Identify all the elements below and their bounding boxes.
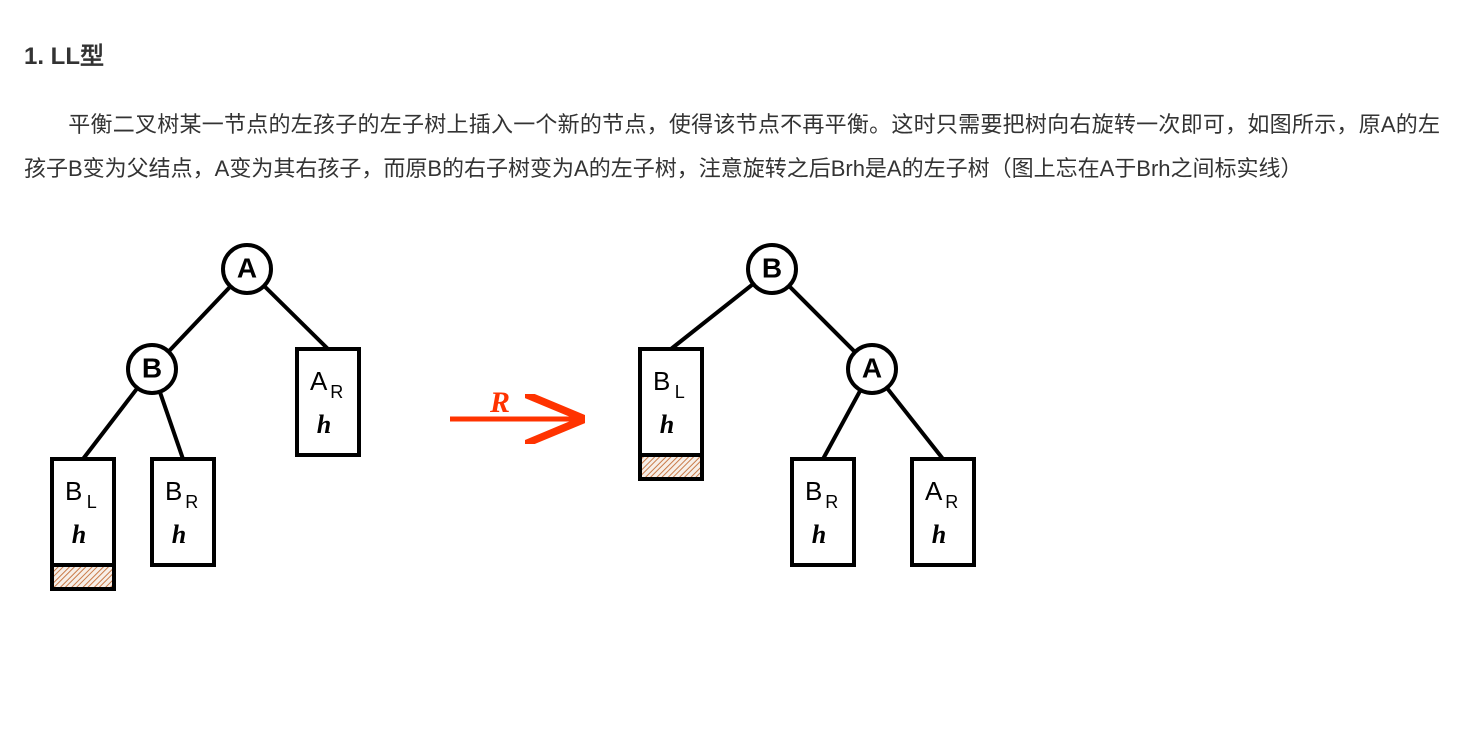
subtree-box-ar: ARh	[912, 459, 974, 565]
paragraph-text: 平衡二叉树某一节点的左孩子的左子树上插入一个新的节点，使得该节点不再平衡。这时只…	[24, 112, 1440, 181]
svg-text:h: h	[812, 520, 826, 549]
section-paragraph: 平衡二叉树某一节点的左孩子的左子树上插入一个新的节点，使得该节点不再平衡。这时只…	[24, 103, 1440, 191]
tree-node-b: B	[748, 245, 796, 293]
svg-text:L: L	[87, 492, 97, 512]
svg-text:A: A	[237, 252, 257, 283]
svg-text:h: h	[172, 520, 186, 549]
subtree-box-br: BRh	[152, 459, 214, 565]
svg-text:B: B	[165, 476, 182, 506]
svg-text:R: R	[945, 492, 958, 512]
svg-text:R: R	[825, 492, 838, 512]
tree-edge	[789, 286, 855, 352]
svg-text:h: h	[72, 520, 86, 549]
svg-text:A: A	[925, 476, 943, 506]
section-heading: 1. LL型	[24, 36, 1440, 71]
rotation-arrow: R	[450, 386, 580, 419]
tree-node-b: B	[128, 345, 176, 393]
tree-edge	[887, 388, 943, 459]
tree-node-a: A	[223, 245, 271, 293]
subtree-box-br: BRh	[792, 459, 854, 565]
ll-rotation-diagram: ABARhBLhBRhBABLhBRhARhR	[32, 219, 1440, 639]
svg-text:B: B	[805, 476, 822, 506]
svg-text:R: R	[330, 382, 343, 402]
svg-text:L: L	[675, 382, 685, 402]
subtree-box-ar: ARh	[297, 349, 359, 455]
tree-edge	[169, 286, 231, 351]
svg-text:B: B	[653, 366, 670, 396]
tree-node-a: A	[848, 345, 896, 393]
svg-text:A: A	[862, 352, 882, 383]
tree-edge	[83, 388, 137, 459]
tree-rotation-svg: ABARhBLhBRhBABLhBRhARhR	[32, 219, 1032, 639]
tree-edge	[160, 392, 183, 459]
svg-text:B: B	[762, 252, 782, 283]
svg-text:h: h	[660, 410, 674, 439]
tree-edge	[823, 390, 861, 459]
tree-edge	[671, 284, 753, 349]
subtree-box-bl: BLh	[52, 459, 114, 589]
svg-text:h: h	[317, 410, 331, 439]
svg-text:R: R	[185, 492, 198, 512]
svg-text:R: R	[489, 386, 510, 419]
svg-text:A: A	[310, 366, 328, 396]
svg-text:B: B	[65, 476, 82, 506]
svg-text:B: B	[142, 352, 162, 383]
tree-edge	[264, 286, 328, 349]
svg-text:h: h	[932, 520, 946, 549]
subtree-box-bl: BLh	[640, 349, 702, 479]
